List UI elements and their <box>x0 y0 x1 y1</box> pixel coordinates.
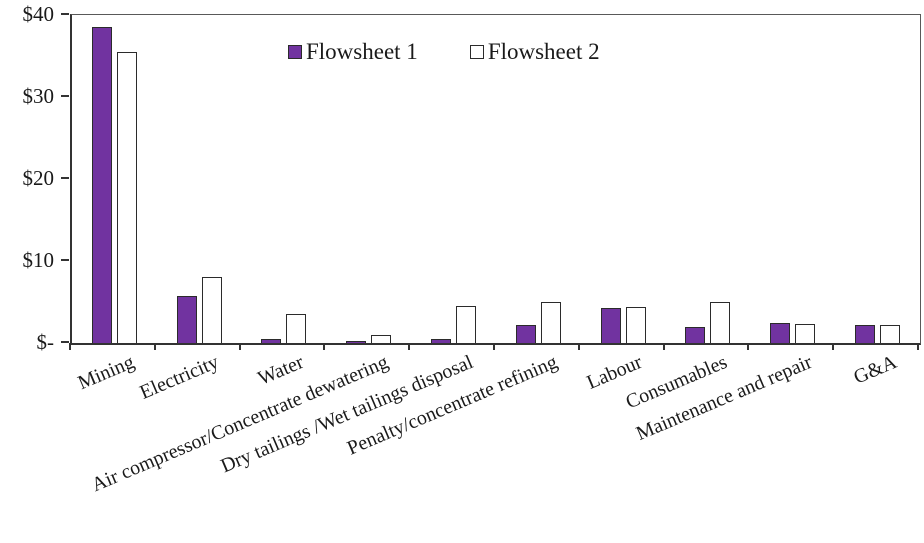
bar-flowsheet-2 <box>201 277 222 343</box>
x-axis-tick <box>153 343 156 350</box>
category-label: Water <box>254 351 307 390</box>
bar-flowsheet-1 <box>176 296 197 343</box>
bar-flowsheet-2 <box>625 306 646 343</box>
x-axis-tick <box>917 343 919 350</box>
bar-flowsheet-1 <box>515 324 536 343</box>
x-axis-tick <box>577 343 580 350</box>
legend: Flowsheet 1 Flowsheet 2 <box>288 40 600 64</box>
flowsheet-2-swatch-icon <box>469 45 484 59</box>
bar-group <box>157 15 242 343</box>
bar-group <box>72 15 157 343</box>
bar-flowsheet-2 <box>286 314 307 343</box>
bar-group <box>411 15 496 343</box>
x-axis-tick <box>408 343 411 350</box>
bar-group <box>326 15 411 343</box>
x-axis-tick <box>69 343 71 350</box>
bar-group <box>750 15 835 343</box>
bar-group <box>242 15 327 343</box>
category-label: Electricity <box>136 351 222 404</box>
bar-flowsheet-2 <box>540 302 561 343</box>
bars-layer <box>72 15 920 343</box>
bar-group <box>835 15 920 343</box>
bar-group <box>496 15 581 343</box>
y-axis-tick-label: $- <box>36 330 55 354</box>
y-axis-tick <box>61 341 69 343</box>
legend-label-flowsheet-1: Flowsheet 1 <box>306 39 418 64</box>
y-axis-tick <box>61 13 69 15</box>
legend-item-flowsheet-2: Flowsheet 2 <box>469 39 600 64</box>
bar-flowsheet-1 <box>431 338 452 343</box>
x-axis-tick <box>832 343 835 350</box>
bar-flowsheet-1 <box>91 27 112 343</box>
category-label: Mining <box>74 351 138 395</box>
x-axis-tick <box>662 343 665 350</box>
bar-flowsheet-1 <box>600 307 621 343</box>
y-axis-tick <box>61 95 69 97</box>
bar-group <box>666 15 751 343</box>
bar-flowsheet-2 <box>371 334 392 343</box>
y-axis-tick <box>61 259 69 261</box>
bar-flowsheet-1 <box>770 323 791 343</box>
plot-area <box>70 14 921 345</box>
bar-flowsheet-2 <box>880 324 901 343</box>
y-axis-tick <box>61 177 69 179</box>
flowsheet-1-swatch-icon <box>288 45 302 59</box>
bar-flowsheet-2 <box>116 51 137 343</box>
bar-flowsheet-1 <box>855 324 876 343</box>
x-axis-tick <box>747 343 750 350</box>
bar-flowsheet-2 <box>456 306 477 343</box>
y-axis-tick-label: $10 <box>22 248 55 272</box>
bar-flowsheet-2 <box>795 324 816 343</box>
bar-flowsheet-1 <box>685 326 706 343</box>
legend-item-flowsheet-1: Flowsheet 1 <box>288 40 418 64</box>
category-label: G&A <box>850 351 901 389</box>
y-axis-tick-label: $40 <box>22 2 55 26</box>
bar-group <box>581 15 666 343</box>
x-axis-tick <box>238 343 241 350</box>
y-axis-tick-label: $20 <box>22 166 55 190</box>
y-axis-tick-label: $30 <box>22 84 55 108</box>
bar-flowsheet-2 <box>710 302 731 343</box>
legend-label-flowsheet-2: Flowsheet 2 <box>487 39 600 64</box>
bar-flowsheet-1 <box>346 341 367 343</box>
x-axis-tick <box>323 343 326 350</box>
bar-flowsheet-1 <box>261 338 282 343</box>
x-axis-tick <box>493 343 495 350</box>
